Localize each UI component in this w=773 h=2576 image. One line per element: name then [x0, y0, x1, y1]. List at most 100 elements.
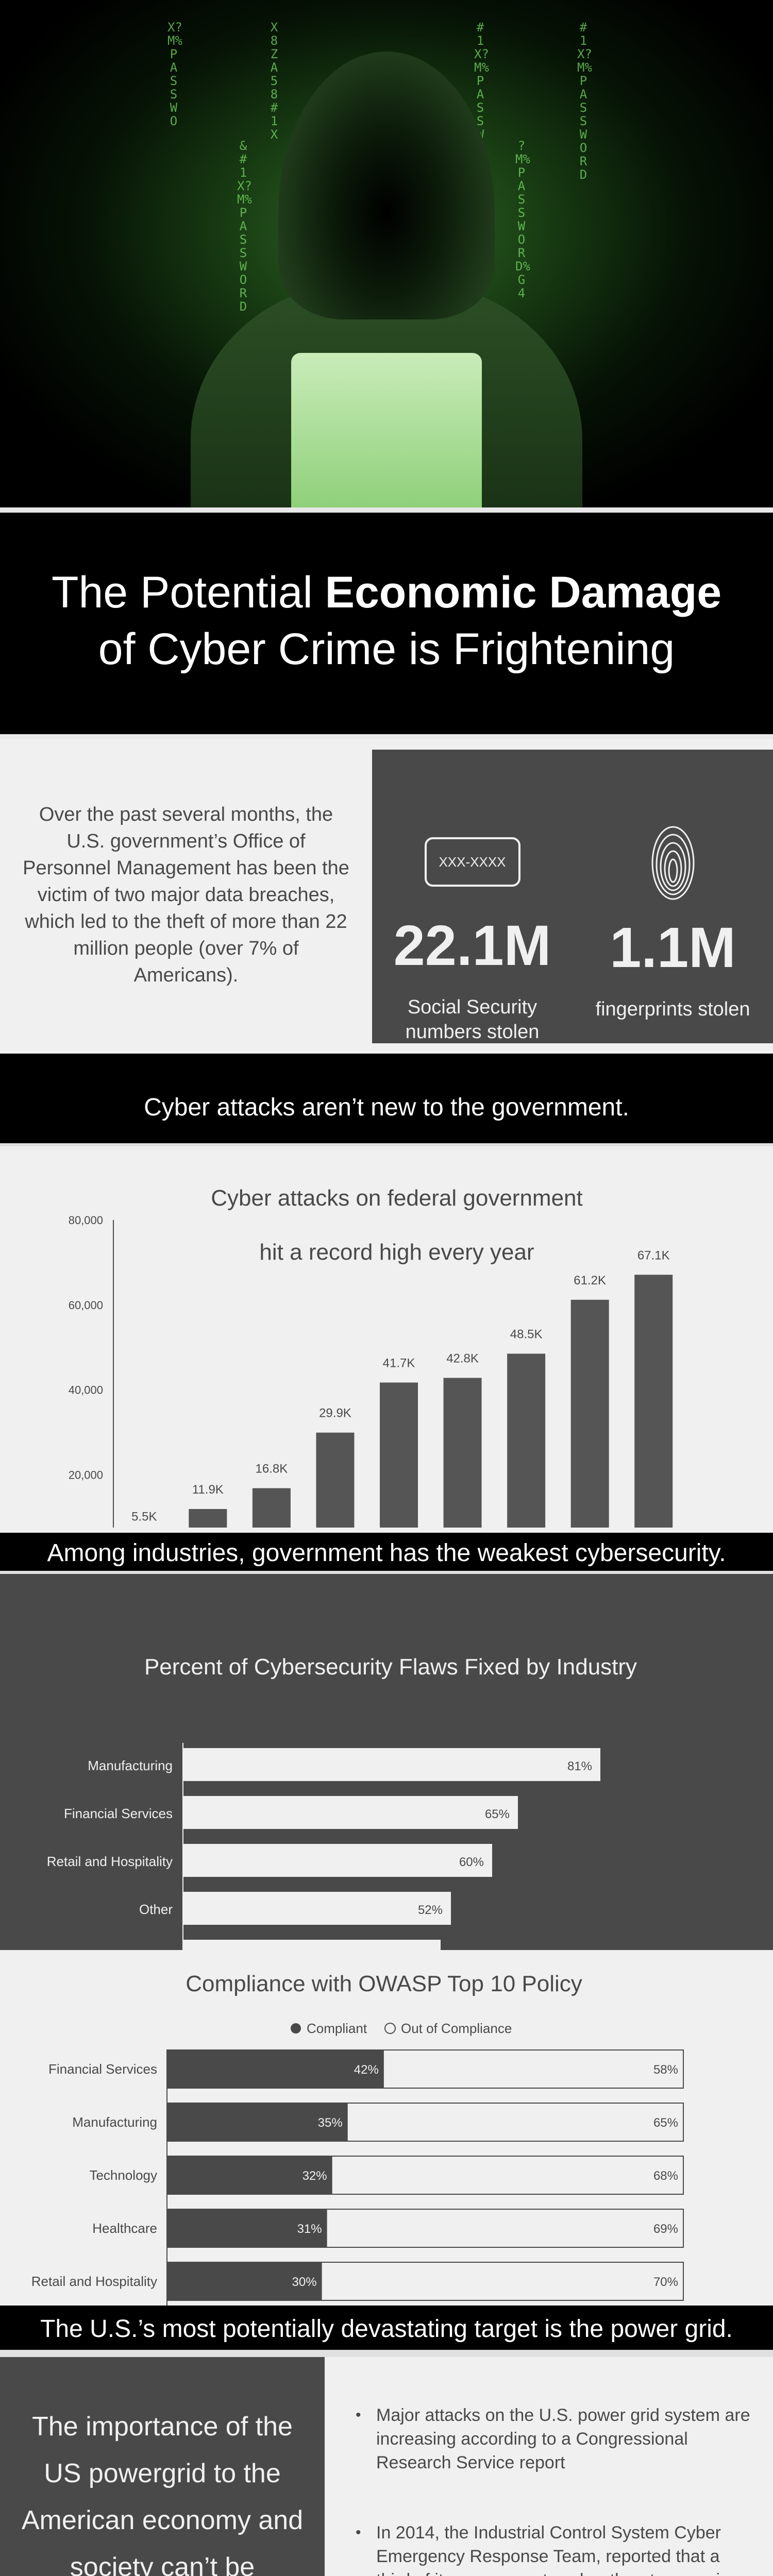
y-tick-label: 20,000 [69, 1468, 103, 1481]
data-label: 52% [418, 1903, 443, 1917]
legend-marker-compliant [291, 2023, 301, 2033]
data-label-out: 70% [653, 2275, 678, 2289]
bar [183, 1748, 600, 1781]
data-label: 29.9K [319, 1406, 351, 1420]
title-emphasis: Economic Damage [325, 568, 722, 617]
data-label: 42.8K [446, 1351, 479, 1365]
y-tick-label: 80,000 [69, 1214, 103, 1227]
data-label-compliant: 32% [303, 2169, 327, 2183]
attacks-chart: Cyber attacks on federal government hit a… [0, 1146, 773, 1589]
bar [380, 1382, 418, 1560]
attacks-chart-svg: Cyber attacks on federal government hit a… [69, 1185, 686, 1589]
y-tick-label: 40,000 [69, 1384, 103, 1397]
bar [183, 1844, 492, 1877]
section-heading-text: Among industries, government has the wea… [47, 1539, 726, 1567]
data-label-compliant: 31% [297, 2222, 322, 2236]
category-label: Technology [89, 2167, 157, 2183]
owasp-chart-svg: Compliance with OWASP Top 10 Policy Compl… [31, 1971, 699, 2448]
y-tick-label: 60,000 [69, 1299, 103, 1312]
stat-value: 1.1M [610, 916, 736, 979]
bar [189, 1509, 227, 1560]
bar-compliant [167, 2156, 332, 2194]
code-rain-column: X8ZA58#1X [270, 20, 278, 142]
data-label-out: 58% [653, 2063, 678, 2077]
intro-text: Over the past several months, the U.S. g… [23, 804, 349, 986]
bar [183, 1892, 451, 1925]
page-title: The Potential Economic Damage of Cyber C… [0, 513, 773, 734]
hacker-hood [278, 52, 495, 319]
section-heading-powergrid: The U.S.’s most potentially devastating … [0, 2306, 773, 2353]
category-label: Manufacturing [88, 1758, 173, 1773]
bar [507, 1353, 546, 1560]
bar [252, 1488, 291, 1560]
bar-compliant [167, 2262, 322, 2300]
data-label: 16.8K [256, 1462, 288, 1476]
intro-section: Over the past several months, the U.S. g… [0, 734, 773, 1054]
owasp-chart: Compliance with OWASP Top 10 Policy Compl… [0, 1950, 773, 2448]
data-label: 61.2K [574, 1274, 606, 1287]
bar [183, 1796, 518, 1829]
stat-value: 22.1M [393, 914, 551, 977]
bar [443, 1378, 482, 1560]
category-label: Retail and Hospitality [47, 1854, 173, 1869]
data-label-out: 69% [653, 2222, 678, 2236]
title-line1: The Potential [51, 568, 325, 617]
fact-item: • In 2014, the Industrial Control System … [356, 2521, 758, 2576]
powergrid-statement: The importance of the US powergrid to th… [0, 2357, 325, 2576]
code-rain-column: #1X?M%PASSWORD [577, 20, 592, 182]
chart-title: hit a record high every year [259, 1240, 534, 1265]
stat-label: fingerprints stolen [595, 998, 750, 1020]
section-heading-text: The U.S.’s most potentially devastating … [40, 2315, 733, 2343]
fingerprint-icon [651, 826, 694, 900]
laptop-icon [291, 353, 482, 507]
category-label: Other [139, 1902, 173, 1917]
chart-title: Cyber attacks on federal government [211, 1185, 583, 1211]
section-heading-attacks: Cyber attacks aren’t new to the governme… [0, 1054, 773, 1146]
data-label: 65% [485, 1807, 510, 1821]
legend-label: Compliant [307, 2021, 367, 2036]
chart-title: Percent of Cybersecurity Flaws Fixed by … [144, 1654, 637, 1680]
title-line2: of Cyber Crime is Frightening [98, 624, 675, 674]
stat-fingerprints: 1.1M fingerprints stolen [573, 750, 773, 1043]
bar [316, 1432, 355, 1560]
legend-marker-out [384, 2023, 396, 2034]
fact-item: • Major attacks on the U.S. power grid sy… [356, 2403, 758, 2475]
code-rain-column: ?M%PASSWORD%G4 [515, 139, 530, 300]
stat-ssn: XXX-XXXX 22.1M Social Security numbers s… [372, 750, 573, 1043]
data-label-compliant: 30% [292, 2275, 317, 2289]
section-heading-industries: Among industries, government has the wea… [0, 1528, 773, 1574]
bar [634, 1275, 673, 1560]
bar [183, 1940, 441, 1973]
bar-compliant [167, 2103, 348, 2141]
fact-text: Major attacks on the U.S. power grid sys… [376, 2405, 750, 2472]
data-label: 81% [567, 1759, 592, 1773]
flaws-chart: Percent of Cybersecurity Flaws Fixed by … [0, 1574, 773, 2105]
category-label: Financial Services [48, 2061, 157, 2077]
code-rain-column: X?M%PASSWO [167, 20, 182, 128]
data-label: 11.9K [192, 1483, 224, 1497]
data-label: 48.5K [510, 1327, 543, 1341]
data-label-out: 65% [653, 2116, 678, 2130]
bar-compliant [167, 2050, 384, 2088]
data-label: 60% [459, 1855, 484, 1869]
fact-text: In 2014, the Industrial Control System C… [376, 2523, 730, 2576]
data-label-compliant: 42% [354, 2063, 379, 2077]
chart-title: Compliance with OWASP Top 10 Policy [186, 1971, 582, 1996]
data-label: 5.5K [131, 1510, 157, 1524]
stats-panel: XXX-XXXX 22.1M Social Security numbers s… [372, 750, 773, 1043]
data-label-out: 68% [653, 2169, 678, 2183]
category-label: Manufacturing [72, 2114, 157, 2130]
powergrid-facts: • Major attacks on the U.S. power grid sy… [325, 2357, 773, 2576]
hero-image: X?M%PASSWO&#1X?M%PASSWORDX8ZA58#1X#1X?PA… [0, 0, 773, 507]
section-heading-text: Cyber attacks aren’t new to the governme… [144, 1094, 629, 1121]
bar-compliant [167, 2209, 327, 2247]
bar [570, 1299, 609, 1560]
powergrid-section: The importance of the US powergrid to th… [0, 2353, 773, 2576]
code-rain-column: &#1X?M%PASSWORD [237, 139, 252, 314]
stat-label: Social Security numbers stolen [405, 996, 540, 1043]
ssn-card-icon: XXX-XXXX [424, 837, 520, 887]
category-label: Healthcare [92, 2221, 157, 2236]
data-label: 41.7K [383, 1356, 415, 1370]
legend-label: Out of Compliance [401, 2021, 512, 2036]
data-label: 67.1K [637, 1248, 670, 1262]
